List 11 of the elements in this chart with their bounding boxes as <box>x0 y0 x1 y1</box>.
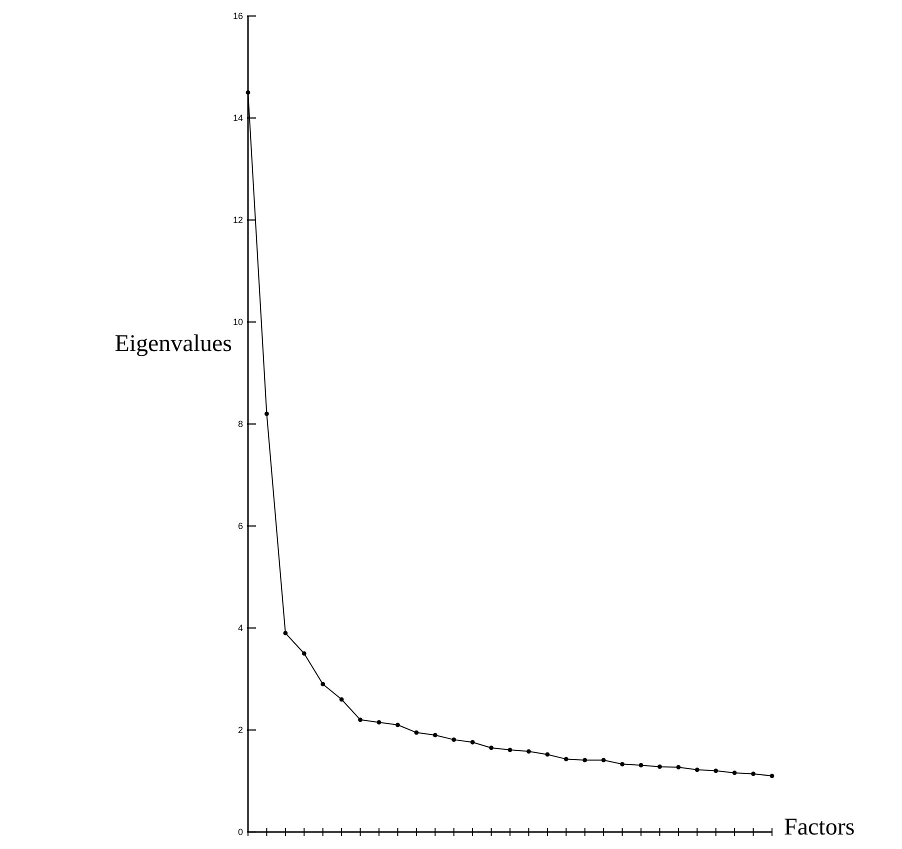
y-tick-label: 0 <box>238 827 243 838</box>
y-tick-label: 12 <box>232 215 243 226</box>
y-tick-label: 6 <box>238 521 243 532</box>
y-tick-label: 8 <box>238 419 243 430</box>
y-tick-label: 10 <box>232 317 243 328</box>
y-tick-label: 16 <box>232 11 243 22</box>
y-tick-label: 14 <box>232 113 243 124</box>
y-axis-title: Eigenvalues <box>114 330 232 357</box>
x-axis-title: Factors <box>784 814 855 840</box>
y-tick-label: 2 <box>238 725 243 736</box>
y-tick-label: 4 <box>238 623 243 634</box>
